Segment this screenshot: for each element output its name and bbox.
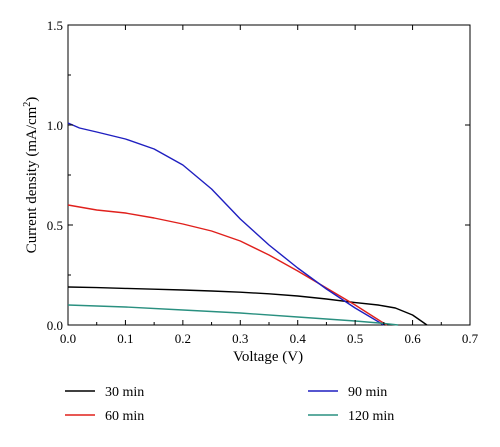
series-line-90-min xyxy=(67,122,385,326)
legend-label: 90 min xyxy=(348,385,387,400)
y-tick-label: 1.5 xyxy=(47,18,63,33)
y-tick-label: 0.5 xyxy=(47,218,63,233)
x-tick-label: 0.6 xyxy=(404,331,421,346)
x-axis-label: Voltage (V) xyxy=(233,349,303,365)
x-tick-label: 0.0 xyxy=(60,331,76,346)
y-tick-label: 1.0 xyxy=(47,118,63,133)
legend-label: 60 min xyxy=(105,409,144,424)
x-tick-label: 0.7 xyxy=(462,331,479,346)
y-axis-label: Current density (mA/cm2) xyxy=(22,97,40,254)
x-tick-label: 0.4 xyxy=(290,331,307,346)
series-line-120-min xyxy=(67,304,399,326)
series-line-60-min xyxy=(67,204,388,326)
x-tick-label: 0.2 xyxy=(175,331,191,346)
series-line-30-min xyxy=(67,286,428,326)
y-axis-label-group: Current density (mA/cm2) xyxy=(22,97,40,254)
x-tick-label: 0.5 xyxy=(347,331,363,346)
plot-frame xyxy=(67,24,471,326)
legend-label: 30 min xyxy=(105,385,144,400)
x-tick-label: 0.3 xyxy=(232,331,248,346)
legend: 30 min 60 min 90 min 120 min xyxy=(65,385,394,424)
y-tick-label: 0.0 xyxy=(47,318,63,333)
legend-label: 120 min xyxy=(348,409,394,424)
x-tick-label: 0.1 xyxy=(117,331,133,346)
